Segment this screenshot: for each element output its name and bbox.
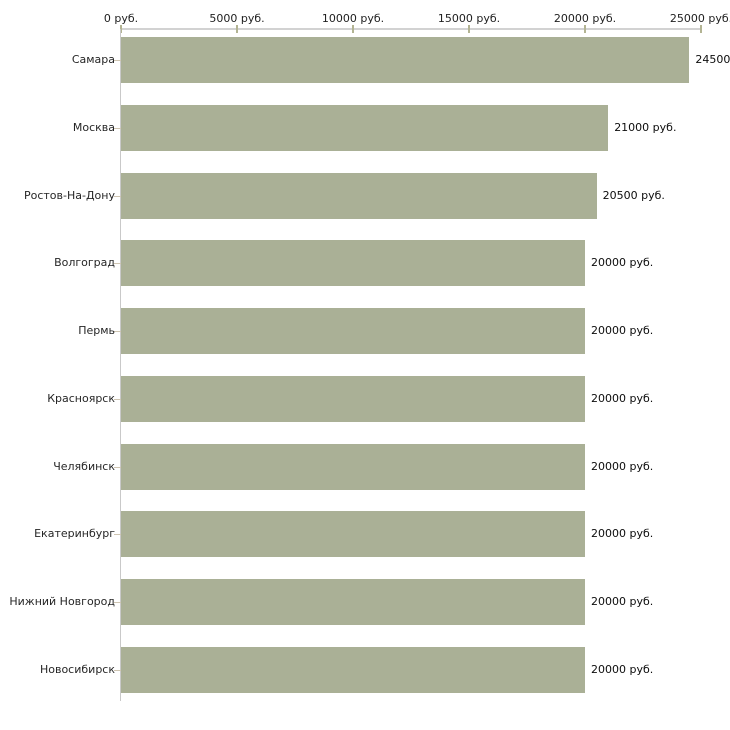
x-axis-tick	[584, 25, 586, 33]
value-label: 20000 руб.	[591, 527, 654, 541]
bar-10	[121, 646, 585, 693]
bar-8	[121, 511, 585, 558]
category-label: Самара	[71, 53, 115, 67]
x-axis-tick-label: 10000 руб.	[321, 12, 385, 25]
bar-9	[121, 578, 585, 625]
x-axis-tick	[236, 25, 238, 33]
value-label: 20000 руб.	[591, 391, 654, 405]
y-axis-tick	[114, 399, 121, 400]
category-label: Волгоград	[54, 256, 115, 270]
x-axis-tick-label: 0 руб.	[103, 12, 139, 25]
value-label: 20000 руб.	[591, 662, 654, 676]
value-label: 21000 руб.	[614, 121, 677, 134]
value-label: 24500	[695, 53, 730, 67]
value-label: 20000 руб.	[591, 594, 654, 608]
x-axis-tick-label: 15000 руб.	[437, 12, 501, 25]
x-axis-tick-label: 5000 руб.	[209, 12, 265, 25]
y-axis-tick	[114, 670, 121, 671]
category-label: Челябинск	[53, 459, 115, 473]
category-label: Москва	[72, 121, 115, 134]
bar-1	[121, 37, 690, 84]
value-label: 20000 руб.	[591, 459, 654, 473]
category-label: Пермь	[78, 324, 115, 338]
x-axis-line	[121, 28, 701, 30]
y-axis-tick	[114, 196, 121, 197]
y-axis-tick	[114, 534, 121, 535]
category-label: Нижний Новгород	[9, 594, 115, 608]
y-axis-tick	[114, 467, 121, 468]
value-label: 20000 руб.	[591, 256, 654, 270]
y-axis-tick	[114, 602, 121, 603]
x-axis-tick	[700, 25, 702, 33]
x-axis-tick-label: 25000 руб.	[669, 12, 730, 25]
x-axis-tick	[468, 25, 470, 33]
category-label: Красноярск	[47, 391, 115, 405]
y-axis-line	[120, 29, 121, 701]
bar-2	[121, 105, 609, 151]
bar-5	[121, 308, 585, 355]
bar-3	[121, 172, 597, 219]
y-axis-tick	[114, 128, 121, 129]
bar-7	[121, 443, 585, 490]
x-axis-tick-label: 20000 руб.	[553, 12, 617, 25]
category-label: Ростов-На-Дону	[23, 188, 115, 202]
y-axis-tick	[114, 263, 121, 264]
y-axis-tick	[114, 331, 121, 332]
value-label: 20000 руб.	[591, 324, 654, 338]
x-axis-tick	[120, 25, 122, 33]
value-label: 20500 руб.	[602, 188, 665, 202]
x-axis-tick	[352, 25, 354, 33]
y-axis-tick	[114, 60, 121, 61]
category-label: Екатеринбург	[34, 527, 115, 541]
bar-6	[121, 375, 585, 422]
bar-4	[121, 240, 585, 287]
category-label: Новосибирск	[39, 662, 115, 676]
